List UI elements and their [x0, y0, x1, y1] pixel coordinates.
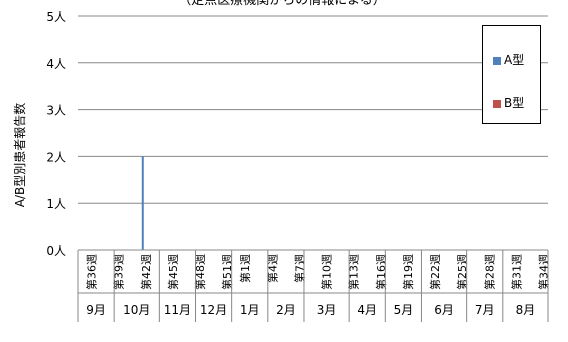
y-tick-label: 0人: [46, 244, 66, 258]
legend-item-a: A型: [493, 53, 524, 67]
legend: A型 B型: [482, 25, 541, 124]
x-tick-label: 第34週: [536, 254, 550, 290]
legend-label-a: A型: [504, 53, 525, 67]
x-axis: 第36週 第39週 第42週 第45週 第48週 第51週 第1週 第4週 第7週 第10週 第13…: [77, 249, 550, 322]
y-axis-label: A/B型別患者報告数: [12, 103, 27, 208]
y-tick-label: 3人: [46, 104, 66, 118]
x-tick-label: 第7週: [292, 254, 306, 283]
bars: [141, 156, 144, 250]
x-tick-label: 第28週: [482, 254, 496, 290]
month-label: 10月: [123, 303, 150, 317]
month-label: 6月: [434, 303, 454, 317]
x-tick-label: 第48週: [193, 254, 207, 290]
x-tick-label: 第25週: [455, 254, 469, 290]
legend-swatch-a: [493, 56, 501, 65]
legend-label-b: B型: [504, 96, 525, 110]
month-label: 1月: [240, 303, 260, 317]
gridlines: [78, 15, 548, 204]
y-tick-label: 5人: [46, 10, 66, 24]
y-tick-label: 2人: [46, 150, 66, 164]
month-label: 7月: [475, 303, 495, 317]
x-tick-label: 第36週: [85, 254, 99, 290]
chart-title: （定点医療機関からの情報による）: [178, 0, 386, 8]
x-tick-label: 第19週: [401, 254, 415, 290]
month-label: 12月: [200, 303, 227, 317]
legend-item-b: B型: [493, 96, 524, 110]
x-tick-label: 第16週: [374, 254, 388, 290]
x-tick-label: 第39週: [112, 254, 126, 290]
x-tick-label: 第13週: [347, 254, 361, 290]
month-label: 11月: [164, 303, 191, 317]
month-label: 3月: [317, 303, 337, 317]
x-tick-label: 第4週: [265, 254, 279, 283]
x-tick-label: 第22週: [428, 254, 442, 290]
y-tick-label: 1人: [46, 197, 66, 211]
month-label: 5月: [394, 303, 414, 317]
y-axis-ticks: 0人 1人 2人 3人 4人 5人: [46, 10, 66, 258]
month-label: 2月: [276, 303, 296, 317]
month-label: 9月: [86, 303, 106, 317]
y-tick-label: 4人: [46, 57, 66, 71]
x-tick-label: 第10週: [320, 254, 334, 290]
x-tick-label: 第51週: [220, 254, 234, 290]
legend-swatch-b: [493, 99, 501, 108]
bar-a: [141, 156, 144, 250]
month-label: 4月: [357, 303, 377, 317]
x-tick-label: 第45週: [166, 254, 180, 290]
x-tick-label: 第42週: [139, 254, 153, 290]
x-tick-label: 第31週: [509, 254, 523, 290]
month-label: 8月: [516, 303, 536, 317]
x-tick-label: 第1週: [238, 254, 252, 283]
